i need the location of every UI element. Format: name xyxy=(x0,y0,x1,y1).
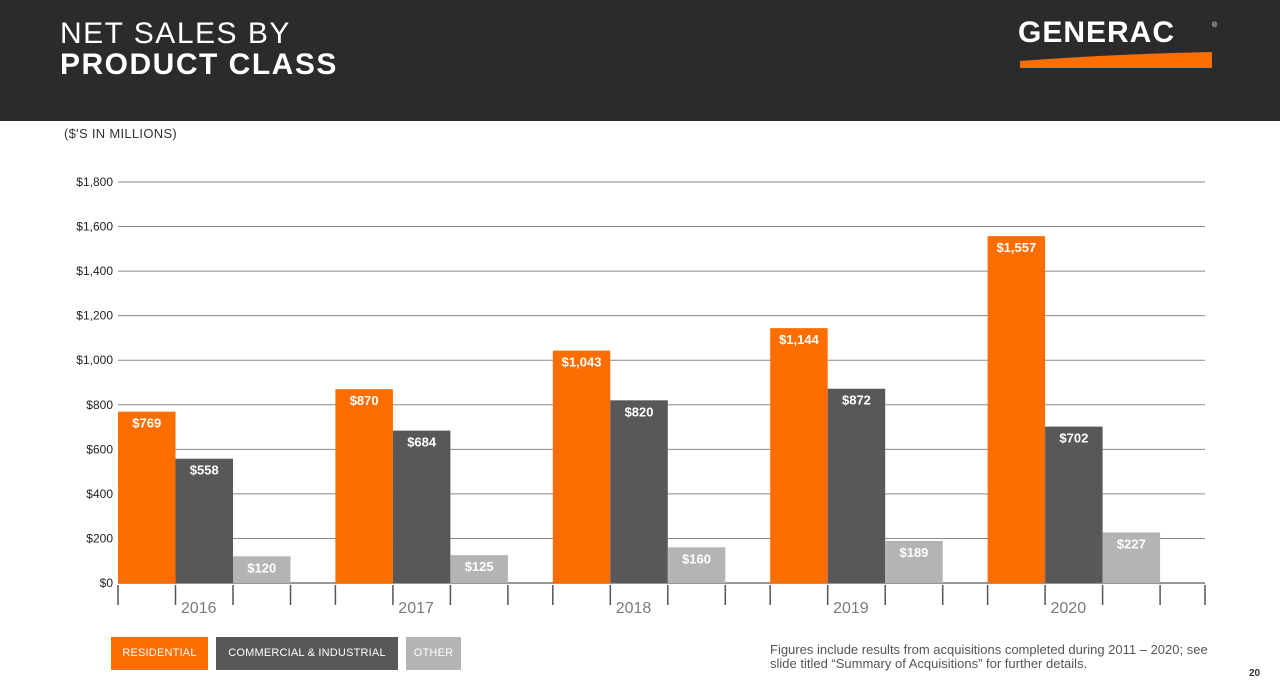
bar xyxy=(335,389,393,583)
bar xyxy=(667,547,726,583)
x-category-label: 2019 xyxy=(833,600,869,617)
bar xyxy=(175,458,233,583)
bar-value-label: $160 xyxy=(682,551,711,566)
y-tick-label: $800 xyxy=(86,398,113,412)
x-category-label: 2018 xyxy=(616,600,652,617)
y-tick-label: $0 xyxy=(100,576,114,590)
bar-value-label: $870 xyxy=(350,393,379,408)
y-tick-label: $1,800 xyxy=(76,175,113,189)
footnote: Figures include results from acquisition… xyxy=(770,642,1208,671)
bar xyxy=(118,411,176,583)
bar xyxy=(1045,426,1103,583)
bar-value-label: $1,557 xyxy=(996,240,1036,255)
legend-label: COMMERCIAL & INDUSTRIAL xyxy=(228,647,386,659)
legend-item-commercial: COMMERCIAL & INDUSTRIAL xyxy=(216,637,398,670)
bar-value-label: $769 xyxy=(132,416,161,431)
x-category-label: 2016 xyxy=(181,600,217,617)
legend-item-other: OTHER xyxy=(406,637,461,670)
logo-wordmark: GENERAC xyxy=(1018,16,1176,49)
bar xyxy=(610,400,668,583)
y-tick-label: $1,600 xyxy=(76,220,113,234)
bar-value-label: $120 xyxy=(247,560,276,575)
bar xyxy=(1102,532,1161,583)
y-tick-label: $1,000 xyxy=(76,353,113,367)
y-tick-label: $600 xyxy=(86,442,113,456)
x-category-label: 2020 xyxy=(1051,600,1087,617)
bar-value-label: $684 xyxy=(407,435,437,450)
bar-value-label: $820 xyxy=(625,404,654,419)
units-subtitle: ($'S IN MILLIONS) xyxy=(64,126,178,141)
bar-value-label: $1,144 xyxy=(779,332,820,347)
generac-logo: GENERAC ® xyxy=(1018,16,1218,72)
bar-value-label: $872 xyxy=(842,393,871,408)
bar xyxy=(552,350,611,583)
bar xyxy=(885,540,943,583)
logo-registered-mark: ® xyxy=(1212,22,1218,29)
bar xyxy=(233,556,291,583)
title-line-1: NET SALES BY xyxy=(60,17,291,50)
bar xyxy=(392,430,451,583)
header-bar: NET SALES BY PRODUCT CLASS GENERAC ® xyxy=(0,0,1280,121)
bar-value-label: $1,043 xyxy=(562,355,602,370)
bar-value-label: $702 xyxy=(1059,431,1088,446)
y-tick-label: $1,200 xyxy=(76,309,113,323)
bar xyxy=(770,328,828,583)
legend-label: RESIDENTIAL xyxy=(122,647,197,659)
page-number: 20 xyxy=(1249,668,1261,679)
bar xyxy=(987,236,1046,583)
legend-item-residential: RESIDENTIAL xyxy=(111,637,208,670)
y-tick-label: $400 xyxy=(86,487,113,501)
y-tick-label: $200 xyxy=(86,531,113,545)
bar xyxy=(450,555,508,583)
legend-label: OTHER xyxy=(413,647,454,659)
bar-value-label: $558 xyxy=(190,463,219,478)
bar-value-label: $125 xyxy=(465,559,494,574)
x-category-label: 2017 xyxy=(398,600,434,617)
net-sales-bar-chart: $0 $200 $400 $600 $800 $1,000 $1,200 $1,400 $1,6… xyxy=(76,175,1206,617)
y-tick-label: $1,400 xyxy=(76,264,113,278)
slide-title: NET SALES BY PRODUCT CLASS xyxy=(60,18,338,80)
bar xyxy=(827,388,886,583)
logo-swoosh-icon xyxy=(1020,52,1212,68)
bar-value-label: $227 xyxy=(1117,536,1146,551)
title-line-2: PRODUCT CLASS xyxy=(60,48,338,81)
bar-value-label: $189 xyxy=(899,545,928,560)
